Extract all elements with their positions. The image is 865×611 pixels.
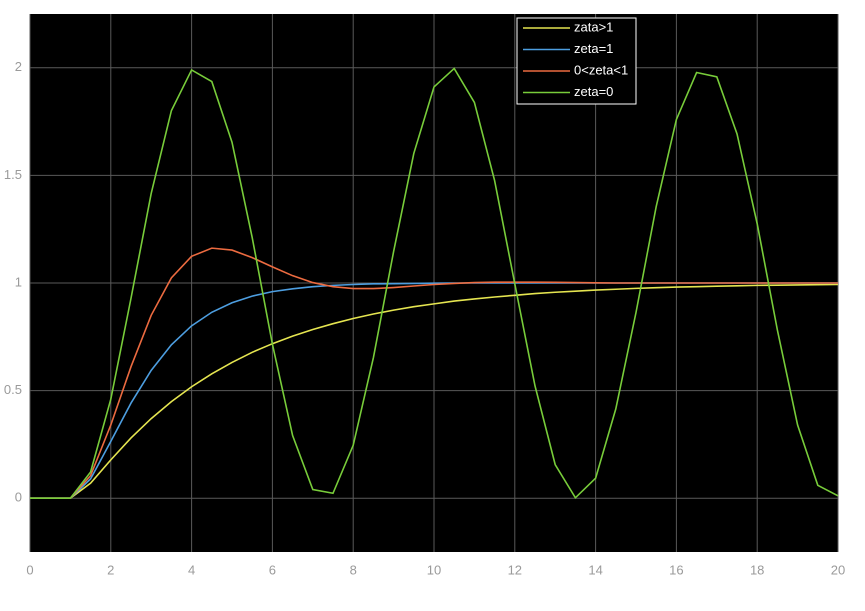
y-tick-label: 0.5: [4, 382, 22, 397]
legend-label: 0<zeta<1: [574, 62, 628, 77]
x-tick-label: 4: [188, 562, 195, 577]
x-tick-label: 0: [26, 562, 33, 577]
series-line: [30, 283, 839, 499]
y-tick-label: 2: [15, 59, 22, 74]
x-tick-label: 20: [831, 562, 845, 577]
legend-box: [516, 17, 637, 105]
x-tick-label: 18: [750, 562, 764, 577]
series-line: [30, 67, 839, 500]
y-tick-label: 0: [15, 490, 22, 505]
series-line: [30, 247, 838, 499]
x-tick-label: 6: [269, 562, 276, 577]
x-tick-label: 14: [588, 562, 602, 577]
x-tick-label: 12: [508, 562, 522, 577]
legend-label: zeta=1: [574, 41, 613, 56]
y-tick-label: 1: [15, 274, 22, 289]
y-tick-label: 1.5: [4, 167, 22, 182]
x-tick-label: 10: [427, 562, 441, 577]
legend-label: zata>1: [574, 19, 613, 34]
x-tick-label: 16: [669, 562, 683, 577]
legend: zata>1 zeta=1 0<zeta<1 zeta=0: [516, 17, 637, 105]
x-tick-label: 2: [107, 562, 114, 577]
x-tick-label: 8: [350, 562, 357, 577]
legend-label: zeta=0: [574, 84, 613, 99]
